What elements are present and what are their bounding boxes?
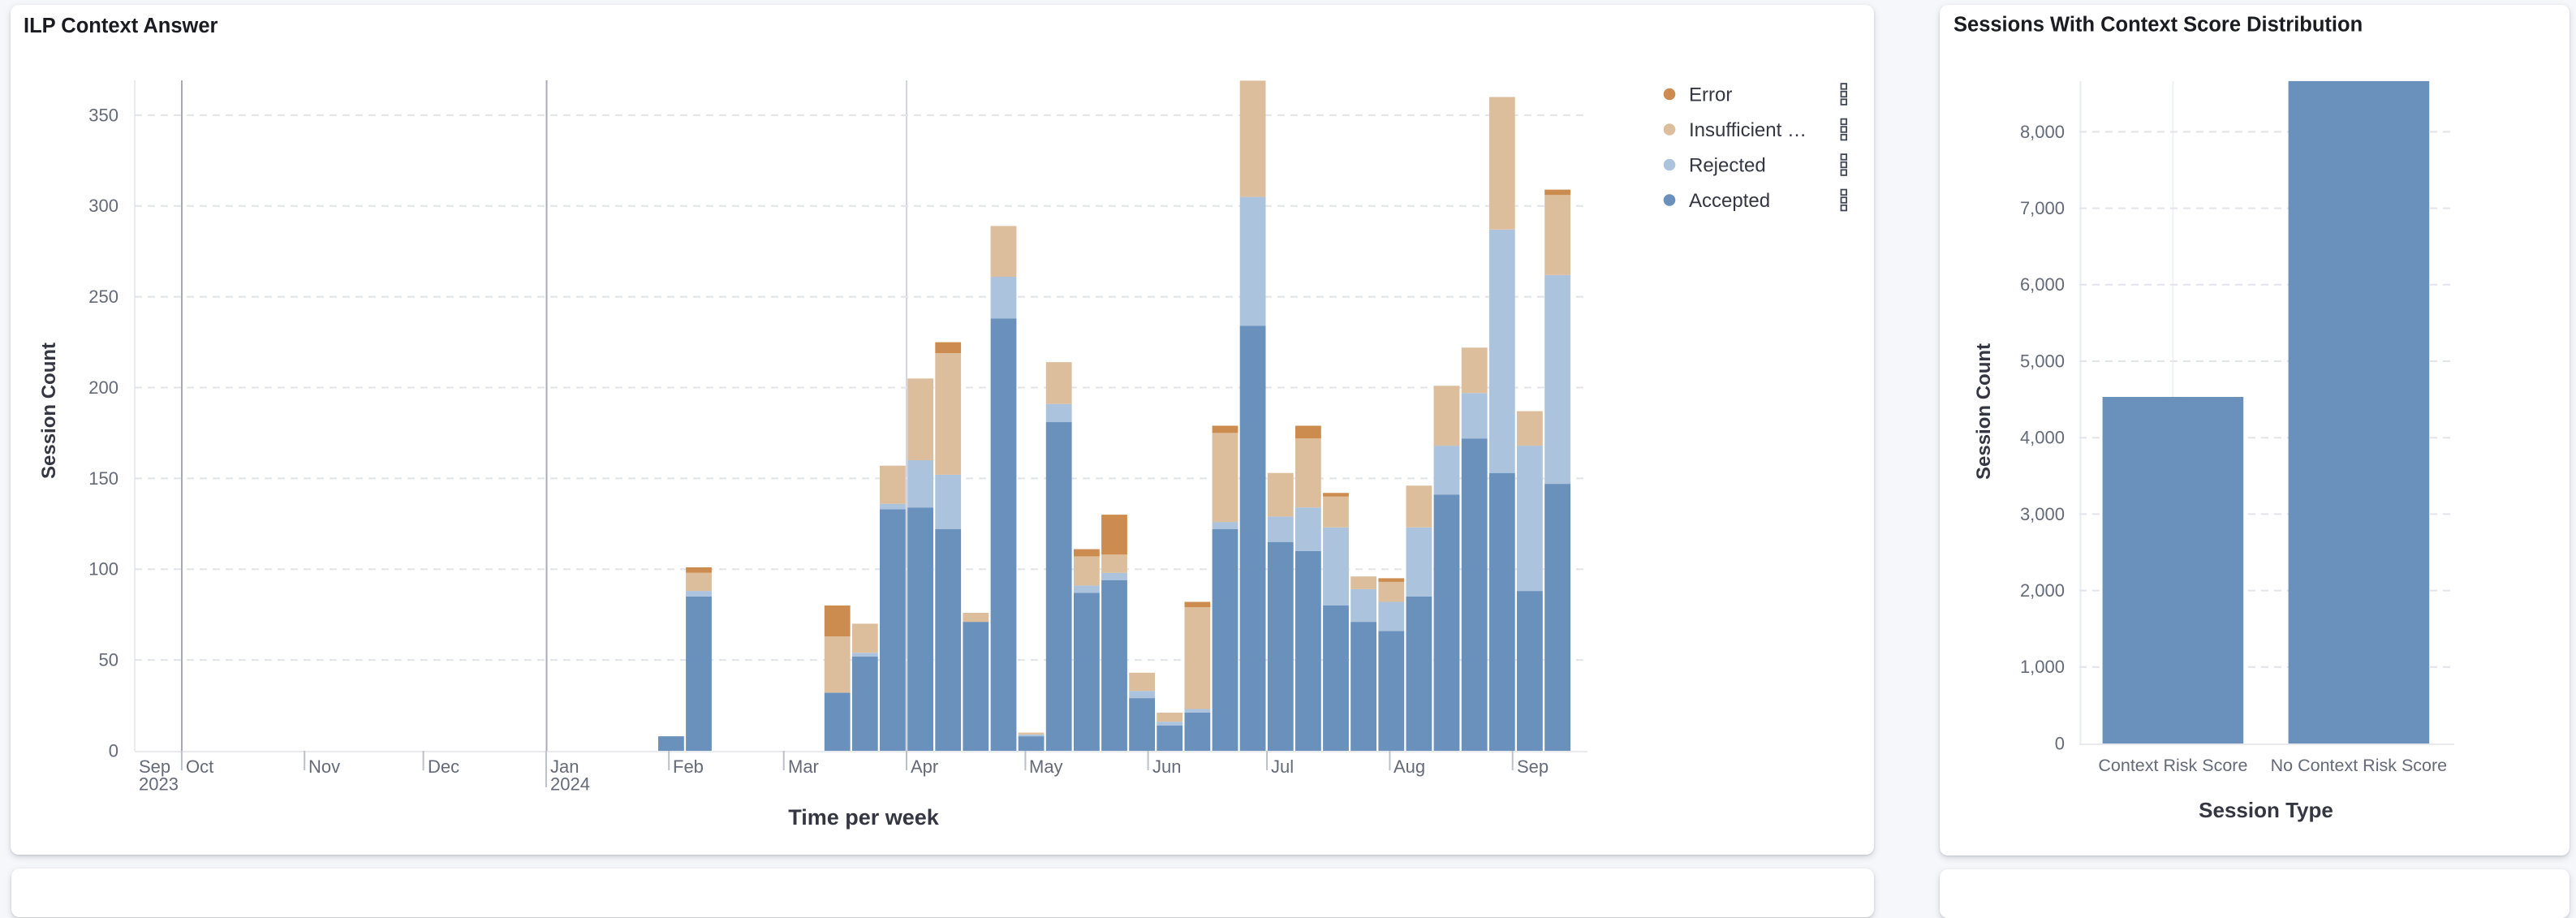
svg-text:Jun: Jun [1152,756,1181,777]
svg-text:6,000: 6,000 [2020,274,2065,295]
svg-text:Jan: Jan [550,756,579,777]
svg-text:Dec: Dec [428,756,459,777]
svg-text:3,000: 3,000 [2020,504,2065,524]
svg-text:7,000: 7,000 [2020,198,2065,218]
svg-text:150: 150 [88,468,118,489]
svg-text:Sep: Sep [1517,756,1549,777]
svg-text:ILP Context Answer: ILP Context Answer [24,15,218,37]
svg-text:1,000: 1,000 [2020,657,2065,677]
svg-text:Time per week: Time per week [788,805,940,830]
svg-text:Feb: Feb [673,756,704,777]
svg-text:8,000: 8,000 [2020,122,2065,142]
svg-text:100: 100 [88,559,118,580]
svg-text:Nov: Nov [308,756,340,777]
svg-text:5,000: 5,000 [2020,351,2065,371]
svg-text:Session Count: Session Count [38,343,60,479]
svg-text:Session Count: Session Count [1973,343,1995,480]
svg-text:Insufficient …: Insufficient … [1689,119,1807,141]
svg-text:Mar: Mar [788,756,819,777]
svg-text:0: 0 [2055,733,2065,753]
svg-text:Sep: Sep [139,756,170,777]
svg-text:No Context Risk Score: No Context Risk Score [2271,756,2447,775]
svg-text:4,000: 4,000 [2020,428,2065,448]
svg-text:Context Risk Score: Context Risk Score [2098,756,2247,775]
svg-text:2023: 2023 [139,774,179,795]
svg-text:May: May [1029,756,1063,777]
svg-text:Jul: Jul [1271,756,1294,777]
svg-text:Apr: Apr [911,756,938,777]
svg-text:Sessions With Context Score Di: Sessions With Context Score Distribution [1954,14,2363,37]
svg-text:250: 250 [88,287,118,307]
svg-text:Oct: Oct [186,756,213,777]
svg-text:Error: Error [1689,84,1732,106]
svg-text:Session Type: Session Type [2199,798,2333,822]
svg-text:2,000: 2,000 [2020,580,2065,601]
svg-text:50: 50 [99,650,118,670]
svg-text:300: 300 [88,196,118,216]
svg-text:Rejected: Rejected [1689,155,1766,177]
svg-text:0: 0 [109,740,118,761]
svg-text:Aug: Aug [1394,756,1425,777]
svg-text:2024: 2024 [550,774,590,795]
svg-text:350: 350 [88,105,118,125]
svg-text:200: 200 [88,377,118,398]
svg-text:Accepted: Accepted [1689,190,1770,212]
